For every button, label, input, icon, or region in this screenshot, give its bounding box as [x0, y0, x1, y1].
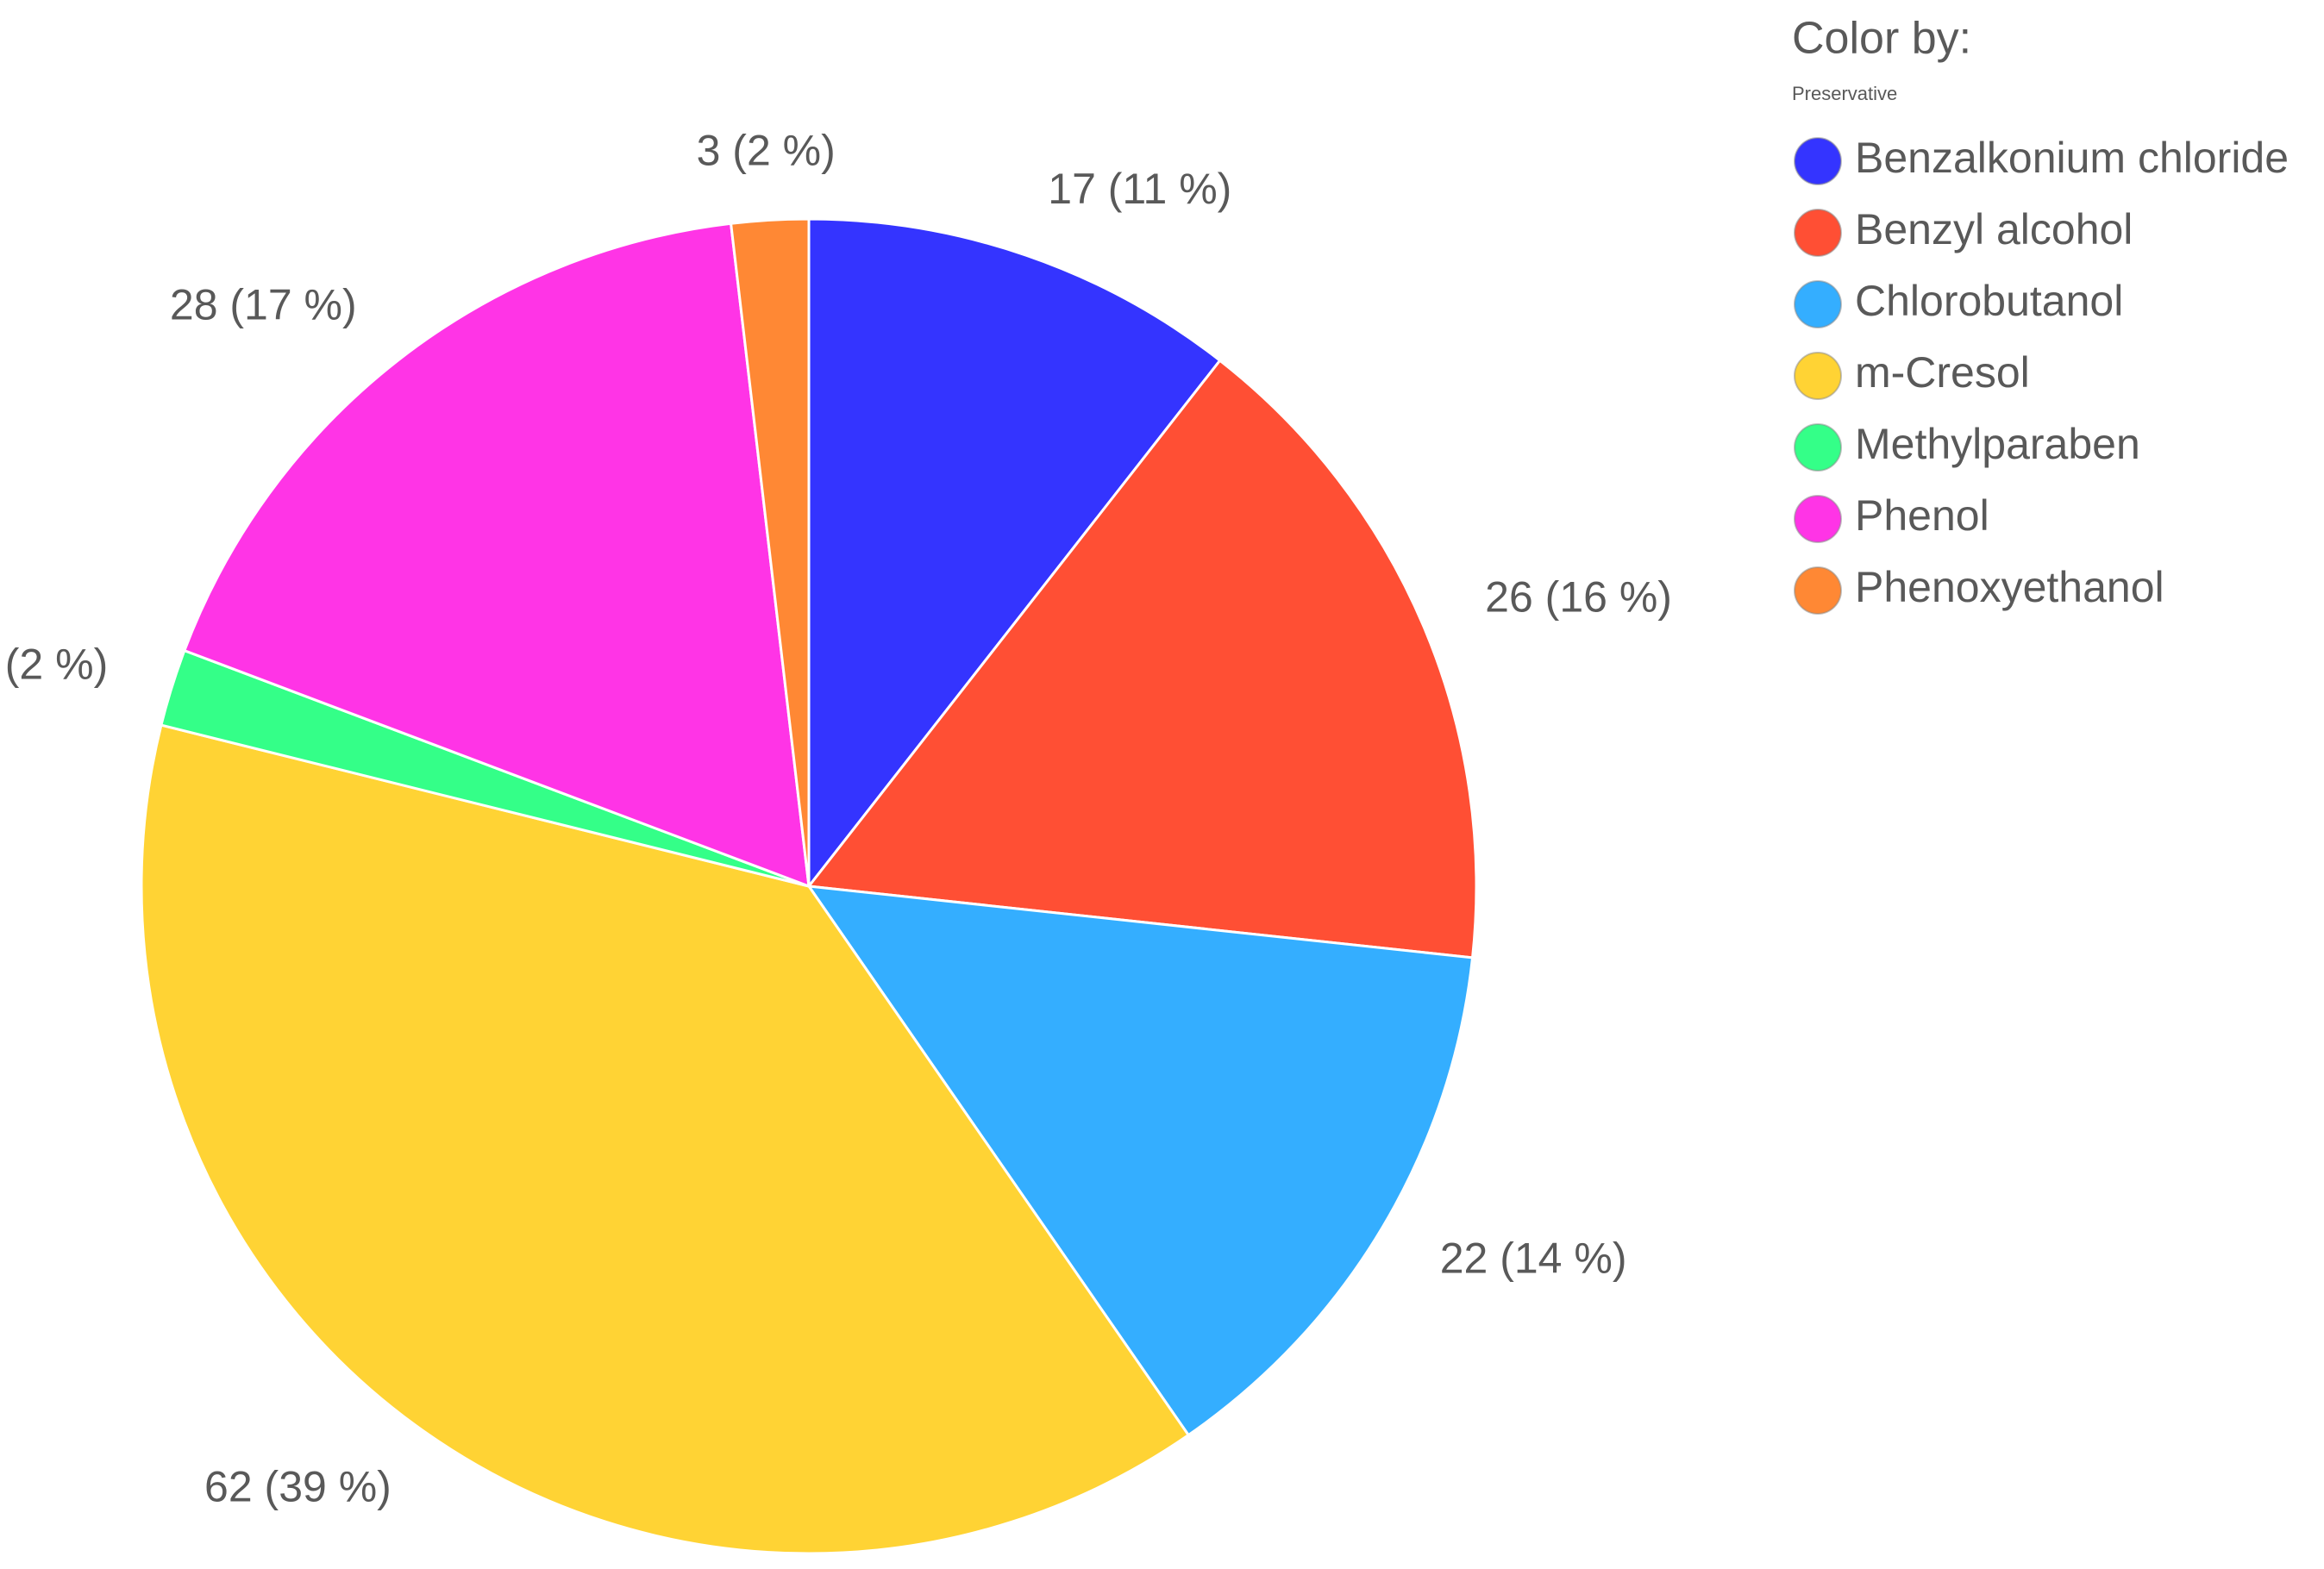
legend-swatch — [1794, 352, 1842, 400]
legend-label: Methylparaben — [1855, 420, 2140, 468]
pie-slice — [182, 222, 811, 889]
pie-slice — [805, 885, 1475, 1437]
legend-swatch — [1794, 137, 1842, 185]
legend-swatch — [1794, 423, 1842, 472]
legend-swatch — [1794, 209, 1842, 257]
slice-label: 3 (2 %) — [0, 641, 108, 689]
legend-title: Color by: — [1792, 14, 1971, 64]
slice-label: 3 (2 %) — [697, 126, 836, 174]
legend-label: Benzyl alcohol — [1855, 205, 2133, 253]
legend-subtitle: Preservative — [1792, 83, 1897, 104]
legend-swatch — [1794, 280, 1842, 328]
legend-label: Phenol — [1855, 491, 1989, 540]
legend-label: Phenoxyethanol — [1855, 563, 2164, 611]
slice-label: 17 (11 %) — [1048, 165, 1231, 213]
pie-slice — [807, 217, 1222, 891]
pie-slice — [729, 217, 811, 887]
legend-label: m-Cresol — [1855, 348, 2030, 397]
legend-swatch — [1794, 495, 1842, 543]
slice-label: 26 (16 %) — [1485, 573, 1672, 622]
pie-slice — [806, 359, 1478, 960]
legend-label: Benzalkonium chloride — [1855, 134, 2289, 182]
slice-label: 22 (14 %) — [1440, 1234, 1627, 1282]
legend-swatch — [1794, 566, 1842, 615]
legend-label: Chlorobutanol — [1855, 277, 2123, 325]
slice-label: 62 (39 %) — [204, 1463, 392, 1511]
slice-label: 28 (17 %) — [170, 280, 357, 328]
pie-slice — [140, 723, 1191, 1555]
